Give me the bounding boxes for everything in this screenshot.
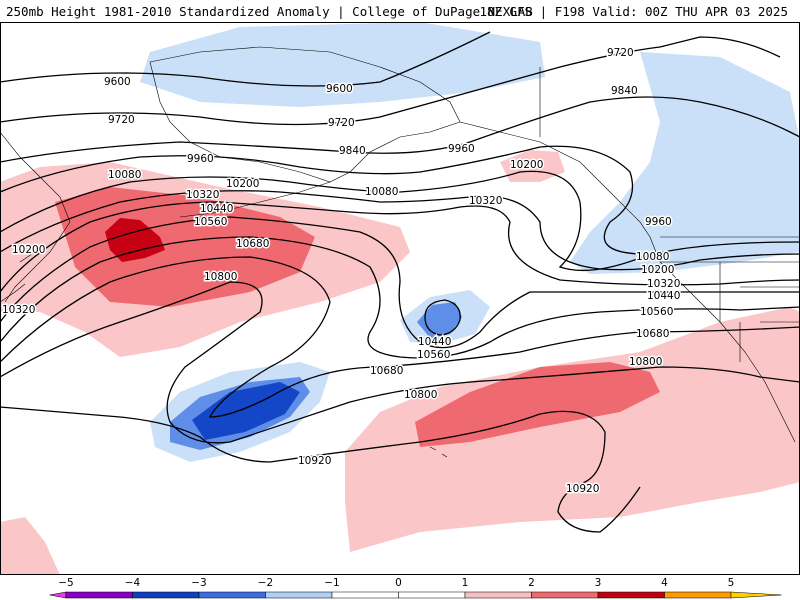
colorbar-swatch <box>65 591 133 599</box>
contour-label: 10320 <box>469 195 502 207</box>
contour-labels: 9600 9600 9720 9720 9720 9840 9840 9960 … <box>1 46 682 497</box>
contour-label: 10440 <box>418 336 451 348</box>
contour-10320 <box>0 201 800 293</box>
colorbar-tick-label: 5 <box>728 577 735 589</box>
contour-label: 9960 <box>448 143 475 155</box>
colorbar-tick-label: −3 <box>191 577 206 589</box>
anomaly-colorbar: −5 −4 −3 −2 −1 0 1 2 3 4 5 <box>0 575 800 600</box>
colorbar-tick-label: −4 <box>125 577 141 589</box>
colorbar-swatch <box>265 591 333 599</box>
hawaii-islands <box>429 446 448 458</box>
contour-label: 10800 <box>629 356 662 368</box>
contour-label: 9600 <box>326 83 353 95</box>
contour-label: 10320 <box>2 304 35 316</box>
contour-label: 10560 <box>640 306 673 318</box>
colorbar-tick-label: 1 <box>462 577 469 589</box>
contour-label: 9840 <box>339 145 366 157</box>
contour-label: 10320 <box>647 278 680 290</box>
colorbar-swatch <box>597 591 665 599</box>
colorbar-swatch <box>398 591 466 599</box>
contour-10200 <box>0 190 800 271</box>
anomaly-positive-gulf-of-alaska <box>500 150 565 182</box>
contour-9600 <box>0 31 491 87</box>
contour-label: 9960 <box>645 216 672 228</box>
japan-islands <box>0 251 36 303</box>
contour-label: 10440 <box>647 290 680 302</box>
colorbar-tick-labels: −5 −4 −3 −2 −1 0 1 2 3 4 5 <box>58 577 734 589</box>
colorbar-swatches <box>49 591 782 599</box>
contour-10680 <box>0 256 800 418</box>
contour-label: 10560 <box>417 349 450 361</box>
anomaly-positive-subtropical-pacific-mid <box>415 362 660 447</box>
contour-label: 10200 <box>12 244 45 256</box>
contour-label: 10440 <box>200 203 233 215</box>
contour-9720 <box>0 36 781 126</box>
colorbar-tick-label: −1 <box>324 577 339 589</box>
contour-label: 10920 <box>298 455 331 467</box>
colorbar-tick-label: −2 <box>258 577 273 589</box>
colorbar-tick-label: 0 <box>395 577 402 589</box>
anomaly-negative-alaska <box>140 22 545 107</box>
contour-label: 10080 <box>365 186 398 198</box>
anomaly-positive-northwest-pacific-mid <box>55 187 315 307</box>
colorbar-tick-label: −5 <box>58 577 73 589</box>
height-anomaly-map: 9600 9600 9720 9720 9720 9840 9840 9960 … <box>0 22 800 575</box>
contour-10440-cutoff-low <box>424 299 461 336</box>
alaska-coastline <box>149 46 461 183</box>
colorbar-swatch <box>664 591 732 599</box>
contour-label: 10800 <box>204 271 237 283</box>
contour-label: 9960 <box>187 153 214 165</box>
contour-label: 10080 <box>108 169 141 181</box>
contour-label: 10920 <box>566 483 599 495</box>
colorbar-swatch <box>132 591 200 599</box>
anomaly-negative-central-pacific-core <box>192 382 300 440</box>
contour-label: 9720 <box>328 117 355 129</box>
aleutian-islands <box>179 181 331 218</box>
contour-label: 10680 <box>370 365 403 377</box>
contour-label: 9720 <box>108 114 135 126</box>
contour-9960 <box>0 145 641 255</box>
contour-label: 10080 <box>636 251 669 263</box>
contour-10080 <box>0 170 800 272</box>
contour-label: 10560 <box>194 216 227 228</box>
colorbar-tick-label: 2 <box>528 577 535 589</box>
colorbar-swatch <box>331 591 399 599</box>
contour-label: 10200 <box>226 178 259 190</box>
colorbar-swatch <box>730 591 782 599</box>
anomaly-positive-southwest-corner <box>0 517 60 575</box>
colorbar-tick-label: 3 <box>595 577 602 589</box>
anomaly-negative-northeast-pacific <box>570 52 800 274</box>
colorbar-swatch <box>531 591 599 599</box>
contour-10920 <box>0 406 641 533</box>
contour-label: 10680 <box>236 238 269 250</box>
contour-10560 <box>0 236 800 359</box>
model-valid-time: 18Z GFS | F198 Valid: 00Z THU APR 03 202… <box>479 4 788 19</box>
anomaly-positive-northwest-pacific-core <box>105 218 165 262</box>
colorbar-tick-label: 4 <box>661 577 668 589</box>
contour-10440 <box>0 216 800 349</box>
contour-label: 9600 <box>104 76 131 88</box>
contour-label: 10680 <box>636 328 669 340</box>
contour-label: 10320 <box>186 189 219 201</box>
anomaly-positive-subtropical-pacific <box>345 307 800 552</box>
contour-label: 9720 <box>607 47 634 59</box>
colorbar-swatch <box>464 591 532 599</box>
asia-coastline <box>0 131 71 303</box>
contour-10800 <box>0 281 800 444</box>
map-title: 250mb Height 1981-2010 Standardized Anom… <box>6 4 533 19</box>
height-contours <box>0 31 800 533</box>
map-header: 250mb Height 1981-2010 Standardized Anom… <box>0 0 800 22</box>
contour-label: 9840 <box>611 85 638 97</box>
contour-label: 10200 <box>510 159 543 171</box>
negative-anomaly-shading <box>140 22 800 462</box>
contour-9840 <box>0 96 800 163</box>
contour-label: 10800 <box>404 389 437 401</box>
colorbar-swatch <box>198 591 266 599</box>
contour-label: 10200 <box>641 264 674 276</box>
